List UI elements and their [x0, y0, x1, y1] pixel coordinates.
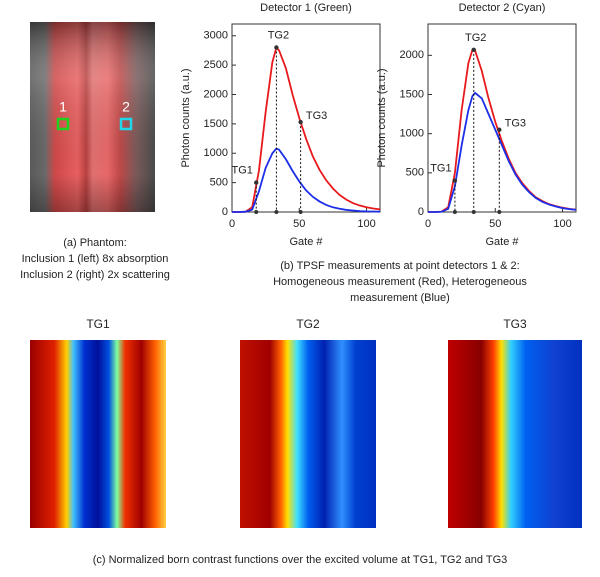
- phantom: 1 2: [30, 22, 155, 212]
- detector-1-label: 1: [59, 99, 67, 115]
- series-line: [232, 45, 381, 213]
- map-title: TG2: [296, 317, 320, 331]
- gate-base: [274, 210, 279, 214]
- y-axis-label: Photon counts (a.u.): [376, 68, 388, 167]
- gate-label: TG1: [430, 163, 451, 175]
- y-tick-label: 500: [406, 167, 424, 179]
- y-tick-label: 0: [418, 206, 424, 218]
- phantom-shade: [30, 22, 155, 212]
- x-tick-label: 0: [425, 218, 431, 230]
- contrast-map: [30, 340, 166, 528]
- series-line: [428, 48, 577, 213]
- gate-base: [254, 210, 259, 214]
- y-tick-label: 1000: [400, 128, 424, 140]
- y-tick-label: 0: [222, 206, 228, 218]
- gate-point: [254, 180, 259, 185]
- gate-label: TG2: [268, 29, 289, 41]
- y-tick-label: 3000: [204, 30, 228, 42]
- caption-a: (a) Phantom:: [63, 237, 127, 249]
- y-tick-label: 500: [210, 177, 228, 189]
- y-tick-label: 2000: [400, 49, 424, 61]
- y-tick-label: 1500: [400, 88, 424, 100]
- gate-base: [298, 210, 303, 214]
- caption-a: Inclusion 2 (right) 2x scattering: [20, 269, 170, 281]
- gate-point: [452, 178, 458, 183]
- gate-base: [471, 210, 476, 214]
- chart-title: Detector 1 (Green): [260, 2, 352, 14]
- y-axis-label: Photon counts (a.u.): [180, 68, 192, 167]
- gate-base: [497, 210, 502, 214]
- map-title: TG1: [86, 317, 110, 331]
- gate-point: [471, 47, 476, 53]
- x-axis-label: Gate #: [485, 236, 519, 248]
- chart-title: Detector 2 (Cyan): [459, 2, 546, 14]
- gate-point: [274, 45, 279, 50]
- gate-label: TG3: [306, 110, 327, 122]
- contrast-map: [448, 340, 582, 528]
- caption-c: (c) Normalized born contrast functions o…: [93, 554, 508, 566]
- plot-frame: [427, 23, 577, 213]
- detector-2-label: 2: [122, 99, 130, 115]
- caption-a: Inclusion 1 (left) 8x absorption: [22, 253, 169, 265]
- caption-b: (b) TPSF measurements at point detectors…: [280, 260, 519, 272]
- detector-2-marker: [119, 117, 133, 131]
- gate-point: [497, 127, 502, 132]
- gate-label: TG1: [232, 165, 253, 177]
- x-tick-label: 50: [489, 218, 501, 230]
- x-tick-label: 0: [229, 218, 235, 230]
- plot-frame: [231, 23, 381, 213]
- caption-b: Homogeneous measurement (Red), Heterogen…: [273, 276, 527, 288]
- x-tick-label: 100: [357, 218, 375, 230]
- y-tick-label: 2500: [204, 59, 228, 71]
- gate-base: [452, 210, 457, 214]
- y-tick-label: 1500: [204, 118, 228, 130]
- x-tick-label: 50: [293, 218, 305, 230]
- map-title: TG3: [503, 317, 527, 331]
- series-line: [232, 147, 381, 213]
- gate-label: TG3: [505, 118, 526, 130]
- series-line: [428, 91, 577, 213]
- gate-point: [298, 119, 303, 125]
- x-axis-label: Gate #: [289, 236, 323, 248]
- y-tick-label: 1000: [204, 147, 228, 159]
- y-tick-label: 2000: [204, 88, 228, 100]
- x-tick-label: 100: [553, 218, 571, 230]
- detector-1-marker: [56, 117, 70, 131]
- contrast-map: [240, 340, 376, 528]
- gate-label: TG2: [465, 32, 486, 44]
- caption-b: measurement (Blue): [350, 292, 450, 304]
